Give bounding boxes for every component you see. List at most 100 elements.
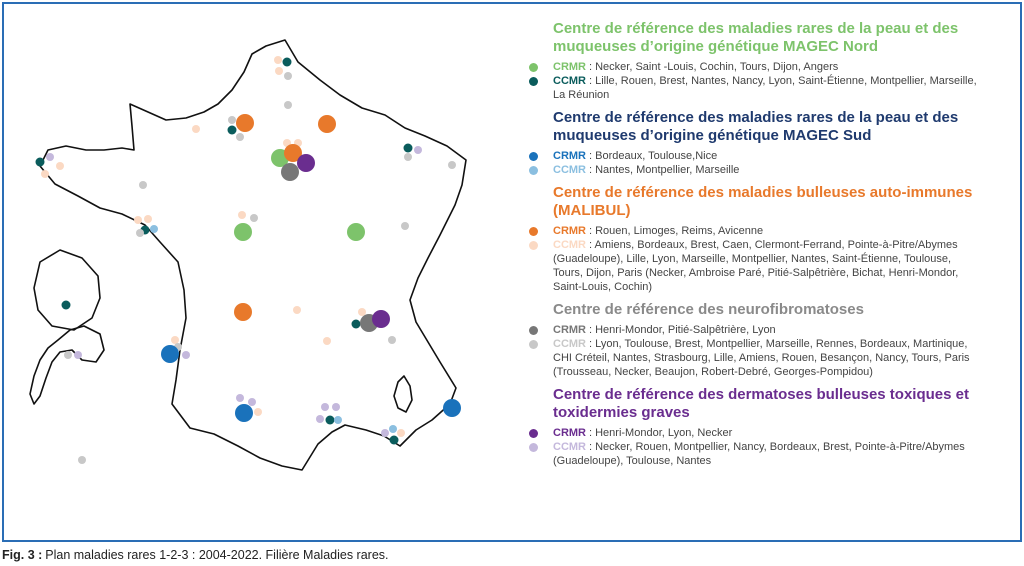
legend-dot: [529, 152, 538, 161]
marker: [351, 319, 361, 329]
marker: [284, 101, 292, 109]
caption-label: Fig. 3 :: [2, 548, 43, 562]
marker: [275, 67, 283, 75]
marker: [389, 435, 399, 445]
france-outline: [39, 39, 467, 471]
item-label: CCMR: [553, 239, 586, 251]
legend-item: CCMR: Nantes, Montpellier, Marseille: [529, 163, 983, 177]
caption-text: Plan maladies rares 1-2-3 : 2004-2022. F…: [45, 548, 389, 562]
item-label: CCMR: [553, 75, 586, 87]
marker: [397, 429, 405, 437]
marker: [46, 153, 54, 161]
legend-dot: [529, 340, 538, 349]
legend-item: CRMR: Bordeaux, Toulouse,Nice: [529, 149, 983, 163]
marker: [161, 345, 179, 363]
marker: [134, 216, 142, 224]
marker: [192, 125, 200, 133]
item-text: : Lille, Rouen, Brest, Nantes, Nancy, Ly…: [553, 75, 977, 101]
marker: [144, 215, 152, 223]
item-label: CRMR: [553, 324, 586, 336]
legend-section: Centre de référence des neurofibromatose…: [529, 301, 983, 379]
section-title: Centre de référence des maladies bulleus…: [553, 184, 973, 219]
marker: [318, 115, 336, 133]
marker: [401, 222, 409, 230]
marker: [248, 398, 256, 406]
marker: [297, 154, 315, 172]
item-label: CCMR: [553, 164, 586, 176]
marker: [323, 337, 331, 345]
marker: [78, 456, 86, 464]
item-label: CRMR: [553, 427, 586, 439]
frame: [2, 2, 1022, 542]
guadeloupe-outline: [29, 325, 105, 405]
marker: [236, 114, 254, 132]
marker: [388, 336, 396, 344]
legend-section: Centre de référence des maladies bulleus…: [529, 184, 983, 294]
marker: [293, 306, 301, 314]
marker: [381, 429, 389, 437]
marker: [404, 153, 412, 161]
marker: [316, 415, 324, 423]
legend-item: CRMR: Necker, Saint -Louis, Cochin, Tour…: [529, 60, 983, 74]
marker: [358, 308, 366, 316]
marker: [238, 211, 246, 219]
marker: [372, 310, 390, 328]
marker: [234, 303, 252, 321]
marker: [35, 157, 45, 167]
marker: [347, 223, 365, 241]
legend-dot: [529, 63, 538, 72]
marker: [74, 351, 82, 359]
marker: [171, 336, 179, 344]
section-title: Centre de référence des neurofibromatose…: [553, 301, 864, 318]
marker: [236, 394, 244, 402]
legend-item: CRMR: Henri-Mondor, Pitié-Salpêtrière, L…: [529, 323, 983, 337]
item-text: : Amiens, Bordeaux, Brest, Caen, Clermon…: [553, 239, 959, 293]
section-title: Centre de référence des maladies rares d…: [553, 20, 959, 55]
marker: [136, 229, 144, 237]
reunion-outline: [33, 249, 101, 331]
legend-dot: [529, 241, 538, 250]
item-label: CRMR: [553, 150, 586, 162]
legend-section: Centre de référence des maladies rares d…: [529, 109, 983, 177]
item-text: : Necker, Rouen, Montpellier, Nancy, Bor…: [553, 441, 965, 467]
item-label: CRMR: [553, 225, 586, 237]
item-text: : Henri-Mondor, Lyon, Necker: [589, 427, 733, 439]
legend-dot: [529, 429, 538, 438]
legend-item: CRMR: Rouen, Limoges, Reims, Avicenne: [529, 224, 983, 238]
marker: [56, 162, 64, 170]
item-text: : Bordeaux, Toulouse,Nice: [589, 150, 718, 162]
item-text: : Nantes, Montpellier, Marseille: [589, 164, 740, 176]
marker: [64, 351, 72, 359]
legend-section: Centre de référence des dermatoses bulle…: [529, 386, 983, 468]
marker: [414, 146, 422, 154]
marker: [403, 143, 413, 153]
marker: [236, 133, 244, 141]
corsica-outline: [393, 375, 413, 413]
item-text: : Lyon, Toulouse, Brest, Montpellier, Ma…: [553, 338, 970, 378]
marker: [234, 223, 252, 241]
item-text: : Necker, Saint -Louis, Cochin, Tours, D…: [589, 61, 839, 73]
marker: [325, 415, 335, 425]
marker: [250, 214, 258, 222]
markers: [35, 56, 461, 464]
item-text: : Rouen, Limoges, Reims, Avicenne: [589, 225, 764, 237]
marker: [274, 56, 282, 64]
marker: [182, 351, 190, 359]
legend-item: CCMR: Lille, Rouen, Brest, Nantes, Nancy…: [529, 74, 983, 102]
legend-item: CCMR: Necker, Rouen, Montpellier, Nancy,…: [529, 440, 983, 468]
legend-dot: [529, 166, 538, 175]
marker: [61, 300, 71, 310]
caption: Fig. 3 : Plan maladies rares 1-2-3 : 2004…: [2, 548, 389, 562]
marker: [284, 144, 302, 162]
marker: [334, 416, 342, 424]
item-text: : Henri-Mondor, Pitié-Salpêtrière, Lyon: [589, 324, 776, 336]
marker: [228, 116, 236, 124]
marker: [254, 408, 262, 416]
marker: [41, 170, 49, 178]
marker: [235, 404, 253, 422]
legend-dot: [529, 77, 538, 86]
legend-dot: [529, 443, 538, 452]
section-title: Centre de référence des maladies rares d…: [553, 109, 959, 144]
legend-item: CCMR: Amiens, Bordeaux, Brest, Caen, Cle…: [529, 238, 983, 294]
marker: [150, 225, 158, 233]
